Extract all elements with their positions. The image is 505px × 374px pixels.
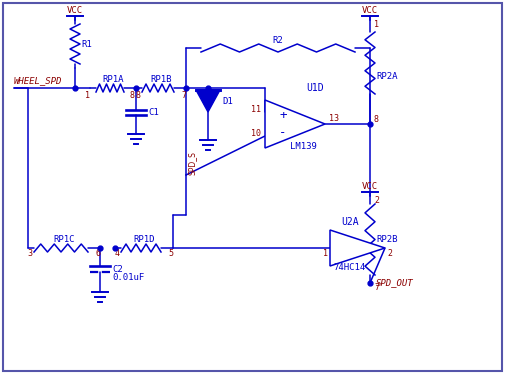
- Text: 8: 8: [129, 91, 134, 99]
- Text: C2: C2: [112, 264, 123, 273]
- Text: 2: 2: [387, 249, 392, 258]
- Text: 13: 13: [329, 113, 339, 123]
- Text: 2: 2: [374, 196, 379, 205]
- Text: U1D: U1D: [306, 83, 324, 93]
- Text: 74HC14: 74HC14: [334, 264, 366, 273]
- Text: RP1C: RP1C: [53, 234, 75, 243]
- Text: 0.01uF: 0.01uF: [112, 273, 144, 282]
- Text: 1: 1: [323, 249, 328, 258]
- Text: 8: 8: [135, 91, 140, 99]
- Text: D1: D1: [222, 96, 233, 105]
- Text: R2: R2: [273, 36, 283, 45]
- Polygon shape: [196, 90, 220, 112]
- Text: 11: 11: [251, 104, 261, 113]
- Text: RP1A: RP1A: [102, 74, 124, 83]
- Text: RP1D: RP1D: [133, 234, 155, 243]
- Text: 6: 6: [95, 249, 100, 258]
- Text: 1: 1: [374, 19, 379, 28]
- Text: RP2B: RP2B: [376, 234, 397, 243]
- Text: VCC: VCC: [67, 6, 83, 15]
- Text: 7: 7: [181, 91, 186, 99]
- Polygon shape: [330, 230, 385, 266]
- Text: 4: 4: [115, 249, 120, 258]
- Text: VCC: VCC: [362, 181, 378, 190]
- Text: SPD_OUT: SPD_OUT: [376, 279, 414, 288]
- Text: 5: 5: [169, 249, 174, 258]
- Text: VCC: VCC: [362, 6, 378, 15]
- Text: -: -: [279, 126, 287, 140]
- Polygon shape: [265, 100, 325, 148]
- Text: 3: 3: [27, 249, 32, 258]
- Text: RP1B: RP1B: [150, 74, 172, 83]
- Text: 8: 8: [374, 114, 379, 123]
- Text: R1: R1: [81, 40, 92, 49]
- Text: 1: 1: [85, 91, 90, 99]
- Text: C1: C1: [148, 107, 159, 116]
- Text: WHEEL_SPD: WHEEL_SPD: [14, 77, 63, 86]
- Text: RP2A: RP2A: [376, 71, 397, 80]
- Text: 10: 10: [251, 129, 261, 138]
- Text: U2A: U2A: [341, 217, 359, 227]
- Text: 7: 7: [374, 282, 379, 291]
- Text: SPD_S: SPD_S: [188, 151, 197, 175]
- Text: +: +: [279, 108, 287, 122]
- Text: LM139: LM139: [289, 141, 317, 150]
